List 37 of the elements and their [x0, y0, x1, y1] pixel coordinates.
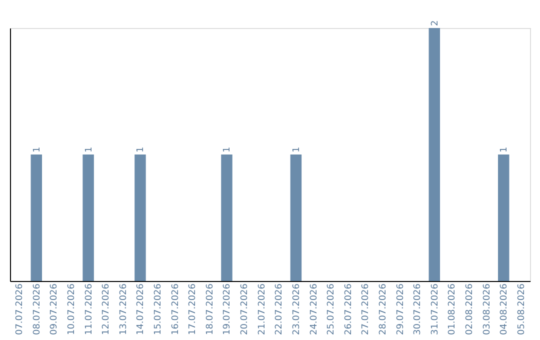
x-tick-label: 30.07.2026: [413, 283, 424, 336]
x-tick-label: 07.07.2026: [15, 283, 26, 336]
x-tick-label: 29.07.2026: [396, 283, 406, 336]
x-tick-label: 05.08.2026: [516, 283, 527, 336]
x-tick-label: 14.07.2026: [136, 283, 146, 336]
x-tick-label: 21.07.2026: [257, 283, 268, 336]
x-tick-label: 13.07.2026: [118, 283, 129, 336]
x-tick-label: 03.08.2026: [482, 283, 492, 336]
x-tick-label: 19.07.2026: [222, 283, 233, 336]
data-label: 1: [136, 146, 146, 152]
x-tick-label: 23.07.2026: [292, 283, 302, 336]
x-tick-label: 26.07.2026: [344, 283, 354, 336]
x-tick-label: 01.08.2026: [448, 283, 458, 336]
data-label: 1: [32, 146, 42, 152]
x-tick-label: 15.07.2026: [154, 283, 164, 336]
data-label: 1: [222, 146, 233, 152]
x-tick-label: 27.07.2026: [361, 283, 372, 336]
x-tick-label: 17.07.2026: [188, 283, 198, 336]
x-tick-label: 24.07.2026: [309, 283, 320, 336]
x-tick-label: 10.07.2026: [67, 283, 77, 336]
x-tick-label: 04.08.2026: [500, 283, 510, 336]
x-tick-label: 12.07.2026: [102, 283, 112, 336]
x-tick-label: 25.07.2026: [326, 283, 337, 336]
x-tick-label: 20.07.2026: [240, 283, 250, 336]
x-tick-label: 22.07.2026: [274, 283, 285, 336]
x-tick-label: 16.07.2026: [170, 283, 181, 336]
x-tick-label: 18.07.2026: [205, 283, 216, 336]
data-label: 2: [430, 20, 440, 26]
x-tick-label: 08.07.2026: [32, 283, 42, 336]
x-tick-label: 28.07.2026: [378, 283, 388, 336]
x-tick-label: 11.07.2026: [84, 283, 94, 336]
data-label: 1: [292, 146, 302, 152]
data-label: 1: [500, 146, 510, 152]
x-tick-label: 31.07.2026: [430, 283, 440, 336]
x-tick-label: 02.08.2026: [465, 283, 475, 336]
data-label: 1: [84, 146, 94, 152]
x-tick-label: 09.07.2026: [50, 283, 60, 336]
